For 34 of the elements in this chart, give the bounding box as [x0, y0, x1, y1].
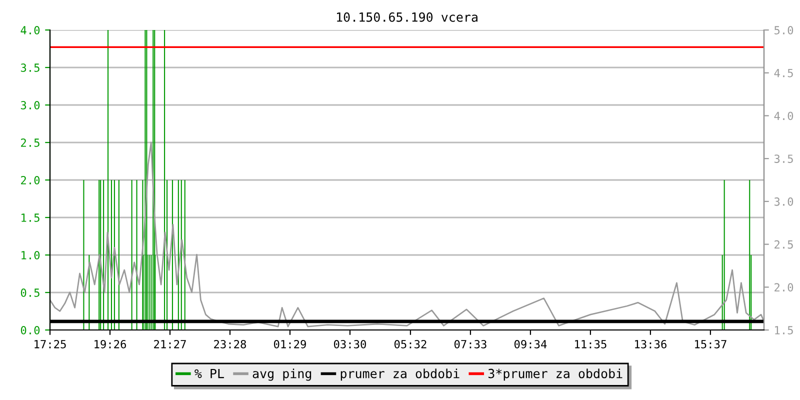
- x-tick-label: 15:37: [695, 340, 726, 348]
- x-tick-label: 11:35: [575, 340, 606, 348]
- x-tick-label: 09:34: [514, 340, 547, 348]
- y-tick-label: 0.0: [20, 326, 40, 334]
- legend-label: 3*prumer za obdobi: [488, 368, 622, 381]
- x-tick-label: 07:33: [454, 340, 486, 348]
- x-tick-label: 05:32: [394, 340, 426, 348]
- y-tick-label: 3.5: [20, 64, 40, 72]
- y-tick-label: 3.0: [20, 101, 40, 110]
- x-tick-label: 23:28: [214, 340, 246, 348]
- y2-tick-label: 3.0: [774, 197, 794, 206]
- x-tick-label: 19:26: [94, 340, 126, 348]
- y-tick-label: 2.0: [21, 176, 40, 184]
- x-tick-label: 21:27: [154, 340, 186, 348]
- y-tick-label: 4.0: [20, 26, 40, 34]
- y2-tick-label: 4.0: [774, 112, 794, 120]
- y-tick-label: 1.0: [22, 251, 40, 260]
- y-tick-label: 2.5: [21, 138, 40, 147]
- y2-tick-label: 4.5: [774, 69, 793, 78]
- x-tick-label: 03:30: [334, 340, 366, 348]
- x-tick-label: 17:25: [34, 340, 66, 348]
- legend-label: % PL: [194, 368, 224, 378]
- y2-tick-label: 5.0: [774, 26, 794, 34]
- x-tick-label: 01:29: [274, 340, 306, 348]
- legend-label: avg ping: [252, 368, 312, 381]
- legend-label: prumer za obdobi: [340, 368, 460, 381]
- x-tick-label: 13:36: [635, 340, 666, 348]
- y2-tick-label: 2.0: [774, 283, 794, 292]
- y-tick-label: 1.5: [22, 214, 40, 222]
- y-tick-label: 0.5: [20, 288, 40, 297]
- y2-tick-label: 2.5: [774, 240, 793, 249]
- y2-tick-label: 1.5: [775, 326, 793, 334]
- y2-tick-label: 3.5: [774, 154, 793, 163]
- chart-title: 10.150.65.190 vcera: [337, 12, 478, 22]
